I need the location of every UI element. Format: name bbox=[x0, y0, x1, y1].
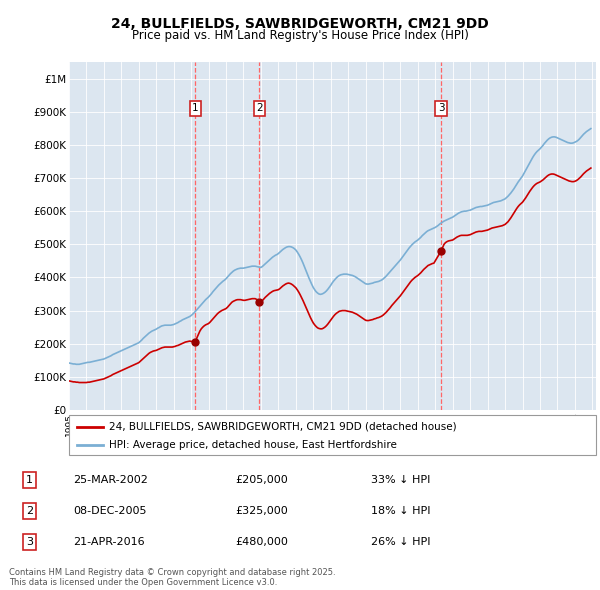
Text: 21-APR-2016: 21-APR-2016 bbox=[74, 537, 145, 547]
Text: 18% ↓ HPI: 18% ↓ HPI bbox=[371, 506, 430, 516]
Text: Contains HM Land Registry data © Crown copyright and database right 2025.
This d: Contains HM Land Registry data © Crown c… bbox=[9, 568, 335, 587]
Text: 24, BULLFIELDS, SAWBRIDGEWORTH, CM21 9DD (detached house): 24, BULLFIELDS, SAWBRIDGEWORTH, CM21 9DD… bbox=[109, 422, 456, 432]
Text: 26% ↓ HPI: 26% ↓ HPI bbox=[371, 537, 430, 547]
Text: 08-DEC-2005: 08-DEC-2005 bbox=[74, 506, 147, 516]
Text: £205,000: £205,000 bbox=[235, 475, 288, 484]
Text: 2: 2 bbox=[256, 103, 263, 113]
Text: 1: 1 bbox=[192, 103, 199, 113]
Text: Price paid vs. HM Land Registry's House Price Index (HPI): Price paid vs. HM Land Registry's House … bbox=[131, 30, 469, 42]
Text: 24, BULLFIELDS, SAWBRIDGEWORTH, CM21 9DD: 24, BULLFIELDS, SAWBRIDGEWORTH, CM21 9DD bbox=[111, 17, 489, 31]
Text: 1: 1 bbox=[26, 475, 33, 484]
Text: £480,000: £480,000 bbox=[235, 537, 288, 547]
Text: 25-MAR-2002: 25-MAR-2002 bbox=[74, 475, 148, 484]
Text: 3: 3 bbox=[26, 537, 33, 547]
FancyBboxPatch shape bbox=[69, 415, 596, 455]
Text: HPI: Average price, detached house, East Hertfordshire: HPI: Average price, detached house, East… bbox=[109, 441, 397, 450]
Text: 3: 3 bbox=[438, 103, 445, 113]
Text: £325,000: £325,000 bbox=[235, 506, 288, 516]
Text: 2: 2 bbox=[26, 506, 33, 516]
Text: 33% ↓ HPI: 33% ↓ HPI bbox=[371, 475, 430, 484]
